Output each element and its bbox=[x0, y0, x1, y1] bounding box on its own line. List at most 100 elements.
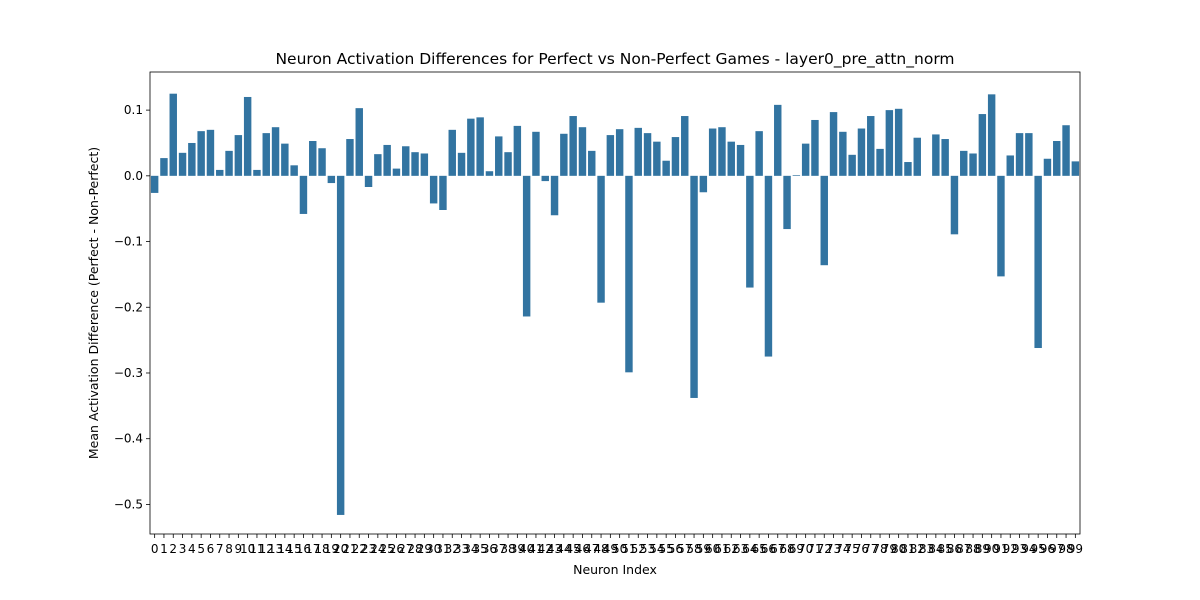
x-tick-label: 63 bbox=[733, 542, 748, 556]
bar-5 bbox=[197, 131, 205, 176]
x-tick-label: 32 bbox=[445, 542, 460, 556]
bar-52 bbox=[634, 127, 642, 176]
x-tick-label: 29 bbox=[417, 542, 432, 556]
x-tick-label: 66 bbox=[761, 542, 776, 556]
bar-87 bbox=[960, 150, 968, 176]
x-tick-label: 59 bbox=[696, 542, 711, 556]
bar-65 bbox=[755, 131, 763, 176]
x-tick-label: 87 bbox=[956, 542, 971, 556]
bar-60 bbox=[708, 128, 717, 176]
bar-44 bbox=[560, 133, 568, 176]
x-tick-label: 54 bbox=[649, 542, 664, 556]
bar-97 bbox=[1053, 141, 1061, 176]
bar-63 bbox=[736, 144, 745, 176]
x-tick-label: 21 bbox=[342, 542, 357, 556]
bar-32 bbox=[448, 129, 456, 176]
bar-50 bbox=[615, 129, 624, 176]
x-tick-label: 82 bbox=[910, 542, 925, 556]
bar-14 bbox=[281, 143, 289, 176]
x-tick-label: 60 bbox=[705, 542, 720, 556]
x-tick-label: 67 bbox=[770, 542, 785, 556]
bar-26 bbox=[392, 168, 401, 176]
chart-title: Neuron Activation Differences for Perfec… bbox=[275, 50, 954, 69]
bar-90 bbox=[987, 94, 996, 176]
x-tick-label: 58 bbox=[686, 542, 701, 556]
x-tick-label: 13 bbox=[268, 542, 283, 556]
x-tick-label: 81 bbox=[900, 542, 915, 556]
x-tick-label: 95 bbox=[1031, 542, 1046, 556]
x-tick-label: 17 bbox=[305, 542, 320, 556]
x-tick-label: 61 bbox=[714, 542, 729, 556]
x-tick-label: 4 bbox=[188, 542, 196, 556]
bar-69 bbox=[792, 175, 801, 176]
x-tick-label: 46 bbox=[575, 542, 590, 556]
bar-22 bbox=[355, 108, 363, 176]
bar-95 bbox=[1034, 175, 1042, 349]
bar-75 bbox=[848, 154, 856, 176]
bar-36 bbox=[485, 171, 494, 176]
y-tick-label: −0.3 bbox=[114, 366, 143, 380]
x-tick-label: 50 bbox=[612, 542, 627, 556]
x-tick-label: 52 bbox=[631, 542, 646, 556]
x-tick-label: 23 bbox=[361, 542, 376, 556]
bar-28 bbox=[411, 152, 419, 176]
x-tick-label: 47 bbox=[584, 542, 599, 556]
x-tick-label: 75 bbox=[845, 542, 860, 556]
bar-30 bbox=[429, 175, 438, 204]
bar-33 bbox=[457, 152, 466, 176]
x-tick-label: 10 bbox=[240, 542, 255, 556]
x-tick-label: 25 bbox=[380, 542, 395, 556]
x-tick-label: 92 bbox=[1003, 542, 1018, 556]
x-tick-label: 94 bbox=[1021, 542, 1036, 556]
x-tick-label: 1 bbox=[160, 542, 168, 556]
bar-0 bbox=[150, 175, 159, 193]
bar-16 bbox=[299, 175, 308, 214]
bar-74 bbox=[839, 131, 847, 176]
x-tick-label: 83 bbox=[919, 542, 934, 556]
bar-76 bbox=[857, 128, 866, 176]
x-tick-label: 31 bbox=[435, 542, 450, 556]
y-tick-label: −0.5 bbox=[114, 497, 143, 511]
x-tick-label: 57 bbox=[677, 542, 692, 556]
bar-80 bbox=[894, 108, 903, 176]
bar-54 bbox=[653, 141, 661, 176]
bar-71 bbox=[811, 119, 819, 176]
x-tick-label: 73 bbox=[826, 542, 841, 556]
x-tick-label: 88 bbox=[965, 542, 980, 556]
bar-88 bbox=[969, 153, 977, 176]
x-tick-label: 12 bbox=[259, 542, 274, 556]
x-tick-label: 28 bbox=[407, 542, 422, 556]
x-axis-label: Neuron Index bbox=[573, 562, 657, 577]
x-tick-label: 30 bbox=[426, 542, 441, 556]
x-tick-label: 62 bbox=[724, 542, 739, 556]
y-axis-label: Mean Activation Difference (Perfect - No… bbox=[86, 147, 101, 459]
bar-24 bbox=[374, 154, 382, 176]
x-tick-label: 18 bbox=[314, 542, 329, 556]
bar-93 bbox=[1015, 133, 1024, 176]
bar-46 bbox=[578, 127, 587, 176]
x-tick-label: 74 bbox=[835, 542, 850, 556]
bar-21 bbox=[346, 139, 354, 176]
bar-91 bbox=[997, 175, 1005, 277]
x-tick-label: 45 bbox=[566, 542, 581, 556]
x-tick-label: 14 bbox=[277, 542, 292, 556]
x-tick-label: 76 bbox=[854, 542, 869, 556]
x-tick-label: 36 bbox=[482, 542, 497, 556]
bar-68 bbox=[783, 175, 791, 230]
bar-45 bbox=[569, 116, 577, 176]
x-tick-label: 72 bbox=[817, 542, 832, 556]
bar-72 bbox=[820, 175, 828, 266]
bar-89 bbox=[978, 114, 987, 176]
x-tick-label: 43 bbox=[547, 542, 562, 556]
x-tick-label: 64 bbox=[742, 542, 757, 556]
x-tick-label: 85 bbox=[938, 542, 953, 556]
y-axis: 0.1 0.0 −0.1 −0.2 −0.3 −0.4 −0.5 bbox=[114, 103, 150, 511]
y-tick-label: −0.4 bbox=[114, 432, 143, 446]
bar-81 bbox=[904, 162, 912, 176]
x-tick-label: 77 bbox=[863, 542, 878, 556]
bar-23 bbox=[364, 175, 373, 187]
y-tick-label: −0.1 bbox=[114, 235, 143, 249]
x-tick-label: 84 bbox=[928, 542, 943, 556]
bar-59 bbox=[699, 175, 708, 193]
x-tick-label: 51 bbox=[621, 542, 636, 556]
